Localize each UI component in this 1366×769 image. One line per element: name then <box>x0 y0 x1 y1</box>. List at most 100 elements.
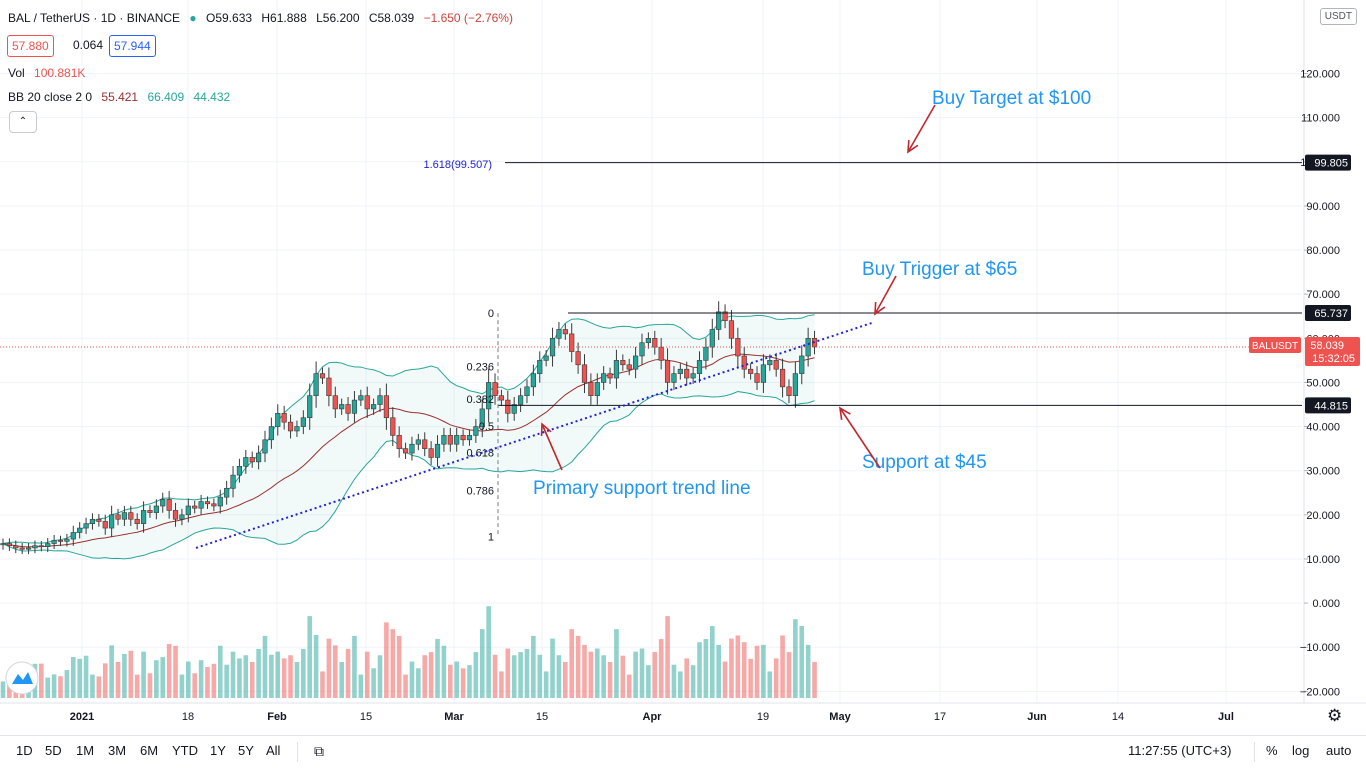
annotation-arrow <box>874 275 897 316</box>
gear-icon[interactable]: ⚙ <box>1327 706 1343 725</box>
candle-body <box>735 338 741 357</box>
annotation-arrow <box>540 422 563 471</box>
candle-body <box>530 373 536 388</box>
volume-bar <box>460 668 466 698</box>
volume-bar <box>416 668 421 698</box>
price-tick-label: 70.000 <box>1306 289 1340 301</box>
candle-body <box>255 452 262 463</box>
volume-bar <box>607 662 613 698</box>
open-value: O59.633 <box>206 11 253 25</box>
primary-trend-line <box>195 321 873 549</box>
currency-badge[interactable]: USDT <box>1319 8 1357 25</box>
axis-settings[interactable]: ⚙ <box>1305 704 1366 730</box>
tf-5d[interactable]: 5D <box>45 743 62 758</box>
arrow-shaft <box>907 104 936 153</box>
tf-3m[interactable]: 3M <box>108 743 127 758</box>
candle-body <box>128 512 134 520</box>
volume-bar <box>160 657 166 698</box>
candle-body <box>121 512 128 520</box>
candle-body <box>524 386 530 396</box>
volume-bar <box>550 638 555 698</box>
tf-ytd[interactable]: YTD <box>172 743 198 758</box>
volume-bar <box>262 635 268 698</box>
volume-bar <box>51 674 57 698</box>
ohlc-legend: BAL / TetherUS · 1D · BINANCE ● O59.633 … <box>8 11 519 25</box>
time-tick-label: 15 <box>360 711 372 723</box>
volume-bar <box>269 654 274 698</box>
volume-bar <box>166 644 172 698</box>
tf-all[interactable]: All <box>266 743 281 758</box>
percent-toggle[interactable]: % <box>1266 743 1278 758</box>
calendar-range-icon[interactable]: ⧉ <box>314 743 324 759</box>
candle-body <box>473 426 479 436</box>
bb-lower-line <box>2 391 815 560</box>
candle-body <box>204 501 211 505</box>
fib-level-label: 0.236 <box>466 362 494 374</box>
fib-level-label: 0.5 <box>479 421 494 433</box>
candle-body <box>709 329 715 348</box>
candle-body <box>217 496 223 507</box>
tf-5y[interactable]: 5Y <box>238 743 254 758</box>
spread-value: 0.064 <box>73 38 104 52</box>
volume-bar <box>569 629 575 698</box>
candle-body <box>645 338 651 344</box>
symbol-title[interactable]: BAL / TetherUS · 1D · BINANCE <box>8 11 181 25</box>
volume-label[interactable]: Vol <box>8 66 25 80</box>
log-toggle[interactable]: log <box>1292 743 1310 758</box>
volume-bar <box>0 681 6 698</box>
volume-bar <box>486 606 491 698</box>
volume-bar <box>748 658 753 698</box>
time-tick-label: Jul <box>1218 711 1234 723</box>
volume-bar <box>396 635 402 698</box>
candle-body <box>377 395 383 405</box>
volume-bar <box>371 668 376 698</box>
tf-1d[interactable]: 1D <box>16 743 33 758</box>
volume-bar <box>729 638 734 698</box>
tf-1m[interactable]: 1M <box>76 743 95 758</box>
arrow-head <box>838 406 851 420</box>
tf-6m[interactable]: 6M <box>140 743 159 758</box>
clock-display[interactable]: 11:27:55 (UTC+3) <box>1128 743 1232 758</box>
volume-bar <box>773 658 779 698</box>
bid-price-box[interactable]: 57.880 <box>7 35 54 57</box>
tf-1y[interactable]: 1Y <box>210 743 226 758</box>
candle-body <box>684 368 690 379</box>
candle-body <box>294 426 300 432</box>
volume-bar <box>256 648 261 698</box>
volume-bar <box>563 662 568 698</box>
volume-bar <box>428 652 434 698</box>
fib-level-label: 0 <box>488 308 494 320</box>
candle-body <box>236 465 243 476</box>
ask-price-box[interactable]: 57.944 <box>109 35 156 57</box>
time-tick-label: Apr <box>643 711 663 723</box>
volume-bar <box>722 661 728 698</box>
collapse-legend-button[interactable]: ⌃ <box>9 111 37 133</box>
volume-bar <box>122 653 127 698</box>
candle-body <box>805 338 811 357</box>
candle-body <box>211 503 217 507</box>
annotation-text: Buy Target at $100 <box>932 88 1091 109</box>
candle-body <box>690 373 696 379</box>
volume-bar <box>409 661 415 698</box>
candle-body <box>447 435 453 445</box>
price-tick-label: 10.000 <box>1306 554 1340 566</box>
candle-body <box>358 395 364 401</box>
candle-body <box>728 320 735 339</box>
candle-body <box>96 518 102 522</box>
candle-body <box>511 404 517 414</box>
candle-body <box>70 532 76 540</box>
bb-label[interactable]: BB 20 close 2 0 <box>8 90 93 104</box>
candle-body <box>371 404 377 410</box>
candle-body <box>64 538 70 542</box>
candle-body <box>799 355 805 374</box>
volume-bar <box>217 645 223 698</box>
candle-body <box>581 364 588 383</box>
volume-bar <box>678 671 683 698</box>
volume-bar <box>639 648 645 698</box>
auto-toggle[interactable]: auto <box>1326 743 1352 758</box>
visibility-eye-icon[interactable]: ● <box>189 11 197 25</box>
volume-bar <box>179 674 185 698</box>
volume-bar <box>754 645 760 698</box>
volume-bar <box>741 642 747 698</box>
